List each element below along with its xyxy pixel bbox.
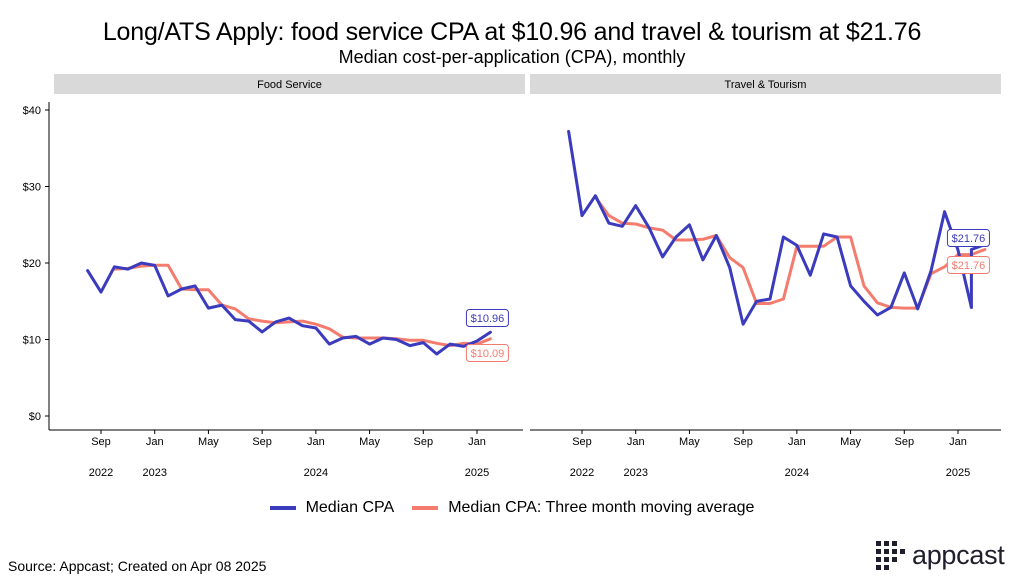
year-label: 2024 <box>304 467 328 479</box>
year-label: 2022 <box>570 467 594 479</box>
x-tick-label: Jan <box>788 436 806 448</box>
series-line-median-food-service <box>86 261 492 356</box>
series-line-moving-average-travel-tourism <box>593 195 987 310</box>
value-label: $10.09 <box>471 348 505 360</box>
value-label-box <box>465 309 509 327</box>
panel-strip-food-service <box>54 74 525 94</box>
x-tick-label: May <box>840 436 861 448</box>
value-label-box <box>465 344 509 362</box>
value-label-box <box>946 256 990 274</box>
year-label: 2025 <box>946 467 970 479</box>
value-label: $21.76 <box>952 233 986 245</box>
x-tick-label: Sep <box>91 436 111 448</box>
panel-strip-travel-tourism <box>530 74 1001 94</box>
y-tick-label: $40 <box>23 105 41 117</box>
year-label: 2024 <box>785 467 809 479</box>
legend-label-median: Median CPA <box>305 499 395 516</box>
x-tick-label: Jan <box>468 436 486 448</box>
y-tick-label: $0 <box>29 411 41 423</box>
appcast-dots-icon <box>876 540 905 570</box>
chart-subtitle: Median cost-per-application (CPA), month… <box>338 47 686 67</box>
legend-swatch-moving-average <box>412 506 439 510</box>
y-tick-label: $10 <box>23 335 41 347</box>
y-tick-label: $20 <box>23 258 41 270</box>
x-tick-label: May <box>359 436 380 448</box>
x-tick-label: May <box>679 436 700 448</box>
y-tick-label: $30 <box>23 182 41 194</box>
legend: Median CPA Median CPA: Three month movin… <box>0 499 1024 517</box>
x-tick-label: Jan <box>627 436 645 448</box>
x-tick-label: Sep <box>733 436 753 448</box>
value-label: $21.76 <box>952 260 986 272</box>
x-tick-label: Jan <box>146 436 164 448</box>
legend-label-moving-average: Median CPA: Three month moving average <box>448 499 755 516</box>
x-tick-label: Jan <box>307 436 325 448</box>
series-line-median-travel-tourism <box>567 129 973 326</box>
series-line-moving-average-food-service <box>112 263 492 348</box>
legend-swatch-median <box>269 506 296 510</box>
year-label: 2023 <box>623 467 647 479</box>
x-tick-label: Sep <box>252 436 272 448</box>
x-tick-label: Sep <box>572 436 592 448</box>
appcast-logo: appcast <box>876 540 1005 571</box>
legend-item-moving-average: Median CPA: Three month moving average <box>412 499 754 517</box>
year-label: 2023 <box>142 467 166 479</box>
x-tick-label: Jan <box>949 436 967 448</box>
x-tick-label: Sep <box>894 436 914 448</box>
year-label: 2022 <box>89 467 113 479</box>
legend-item-median: Median CPA <box>269 499 395 517</box>
year-label: 2025 <box>465 467 489 479</box>
x-tick-label: May <box>198 436 219 448</box>
logo-text: appcast <box>912 540 1005 570</box>
panel-title-food-service: Food Service <box>257 79 322 91</box>
chart-area: Food Service $0 $10 $20 $30 $40 Sep Jan May Sep Ja… <box>23 74 1001 479</box>
value-label: $10.96 <box>471 313 505 325</box>
value-label-box <box>946 229 990 247</box>
panel-title-travel-tourism: Travel & Tourism <box>725 79 807 91</box>
source-note: Source: Appcast; Created on Apr 08 2025 <box>8 558 267 574</box>
x-tick-label: Sep <box>413 436 433 448</box>
chart-title: Long/ATS Apply: food service CPA at $10.… <box>102 18 922 46</box>
